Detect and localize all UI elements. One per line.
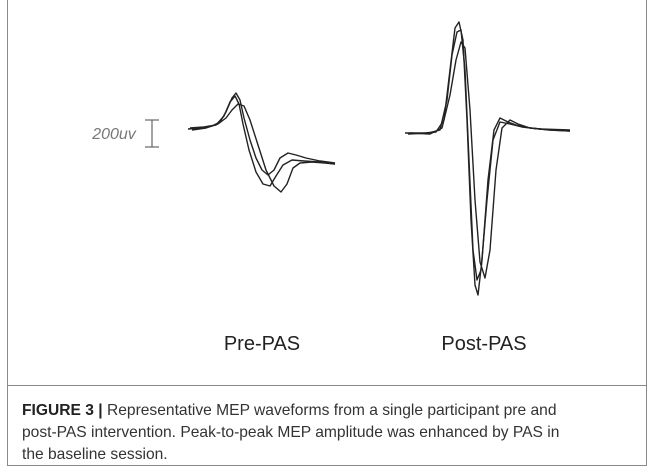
caption-text: Representative MEP waveforms from a sing… bbox=[102, 402, 557, 419]
caption-line: the baseline session. bbox=[22, 446, 168, 463]
pre-pas-waveforms bbox=[187, 92, 336, 193]
caption-label: FIGURE 3 | bbox=[22, 402, 103, 419]
caption-line: post-PAS intervention. Peak-to-peak MEP … bbox=[22, 424, 560, 441]
separator bbox=[7, 385, 647, 386]
figure-frame bbox=[7, 0, 647, 466]
figure: 200uv Pre-PAS Post-PAS bbox=[91, 21, 571, 355]
caption-line: FIGURE 3 | Representative MEP waveforms … bbox=[22, 402, 557, 420]
scale-label: 200uv bbox=[91, 126, 137, 143]
panel-label: Post-PAS bbox=[441, 333, 526, 355]
post-pas-waveforms bbox=[405, 21, 571, 296]
panel-label: Pre-PAS bbox=[224, 333, 300, 355]
scale-bar bbox=[145, 119, 159, 148]
